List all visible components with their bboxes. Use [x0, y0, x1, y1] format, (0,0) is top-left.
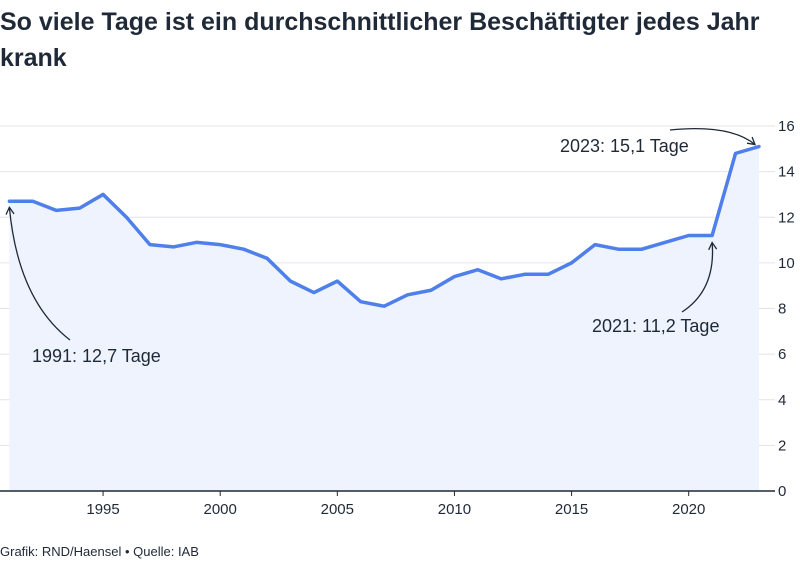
data-point: [570, 261, 574, 265]
line-layer: [7, 144, 761, 308]
data-point: [476, 268, 480, 272]
data-point: [616, 247, 620, 251]
annotation-arrow-2023: [669, 128, 756, 146]
y-tick-label: 8: [778, 301, 786, 318]
y-tick-label: 16: [778, 118, 795, 135]
data-point: [687, 234, 691, 238]
annotation-arrow-1991: [5, 205, 71, 341]
data-point: [218, 243, 222, 247]
area-layer: [9, 146, 759, 491]
y-tick-label: 0: [778, 483, 786, 500]
data-point: [499, 277, 503, 281]
y-tick-label: 2: [778, 437, 786, 454]
data-point: [54, 208, 58, 212]
data-point: [101, 192, 105, 196]
x-tick-label: 1995: [86, 501, 119, 518]
source-footer: Grafik: RND/Haensel • Quelle: IAB: [0, 544, 199, 559]
x-tick-label: 2010: [438, 501, 471, 518]
data-point: [312, 291, 316, 295]
data-point: [406, 293, 410, 297]
data-point: [734, 151, 738, 155]
data-point: [242, 247, 246, 251]
data-point: [148, 243, 152, 247]
data-point: [429, 288, 433, 292]
annotation-2023: 2023: 15,1 Tage: [560, 136, 689, 156]
data-point: [757, 145, 761, 149]
annotation-arrow-2021: [681, 241, 718, 313]
series-line: [7, 144, 761, 308]
data-point: [546, 272, 550, 276]
data-point: [710, 234, 714, 238]
data-point: [359, 300, 363, 304]
x-tick-label: 2000: [204, 501, 237, 518]
data-point: [663, 240, 667, 244]
data-point: [31, 199, 35, 203]
data-point: [382, 304, 386, 308]
y-tick-label: 4: [778, 392, 786, 409]
x-tick-label: 2020: [672, 501, 705, 518]
data-point: [171, 245, 175, 249]
data-point: [288, 279, 292, 283]
y-axis-ticks: 0 2 4 6 8 10 12 14 16: [778, 118, 795, 500]
data-point: [593, 243, 597, 247]
annotations: 1991: 12,7 Tage 2021: 11,2 Tage 2023: 15,1…: [5, 128, 756, 366]
data-point: [124, 215, 128, 219]
chart-title: So viele Tage ist ein durchschnittlicher…: [0, 8, 760, 72]
data-point: [452, 275, 456, 279]
data-point: [78, 206, 82, 210]
data-point: [7, 199, 11, 203]
data-point: [335, 279, 339, 283]
data-point: [195, 240, 199, 244]
y-tick-label: 6: [778, 346, 786, 363]
area-fill: [9, 146, 759, 491]
x-tick-label: 2015: [555, 501, 588, 518]
annotation-2021: 2021: 11,2 Tage: [592, 316, 719, 336]
annotation-1991: 1991: 12,7 Tage: [32, 346, 161, 366]
data-point: [523, 272, 527, 276]
x-tick-label: 2005: [321, 501, 354, 518]
data-point: [265, 256, 269, 260]
data-point: [640, 247, 644, 251]
y-tick-label: 12: [778, 209, 795, 226]
y-tick-label: 14: [778, 164, 795, 181]
y-tick-label: 10: [778, 255, 795, 272]
x-axis-ticks: 1995 2000 2005 2010 2015 2020: [86, 491, 705, 518]
